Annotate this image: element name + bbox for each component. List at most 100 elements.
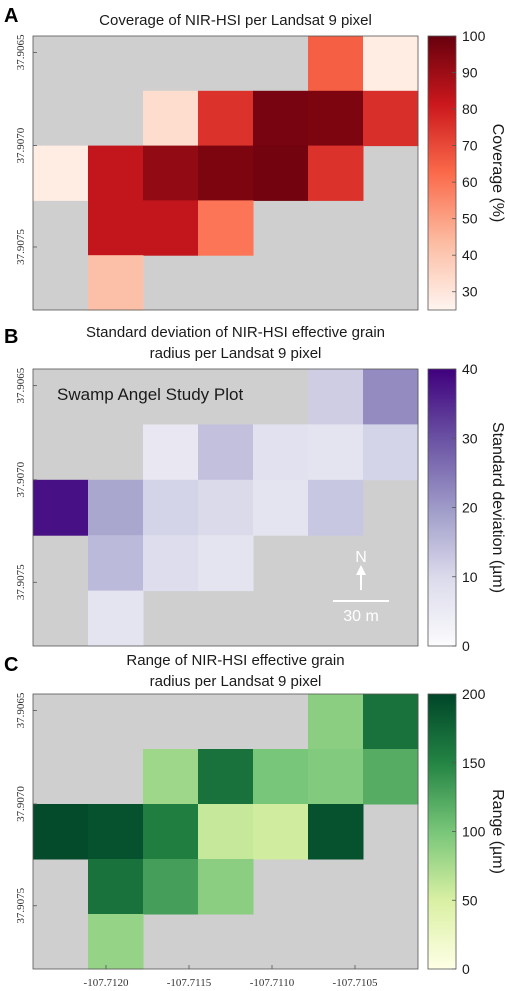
scale-label: 30 m	[343, 608, 379, 625]
heatmap-cell	[143, 90, 199, 147]
heatmap-cell	[198, 479, 254, 536]
panel-title: Coverage of NIR-HSI per Landsat 9 pixel	[99, 12, 372, 29]
y-tick-label: 37.9065	[15, 367, 27, 403]
heatmap-cell	[143, 145, 199, 201]
heatmap-cell	[253, 424, 309, 481]
heatmap-cell	[198, 535, 254, 592]
heatmap-cell	[88, 914, 144, 970]
colorbar-tick-label: 200	[462, 686, 486, 702]
heatmap-cell	[143, 749, 199, 805]
heatmap-cell	[88, 200, 144, 256]
map-frame	[32, 35, 419, 311]
map-frame	[32, 693, 419, 970]
study-plot-label: Swamp Angel Study Plot	[57, 385, 243, 404]
heatmap-cell	[88, 255, 144, 311]
heatmap-cell	[308, 145, 364, 201]
heatmap-cell	[253, 479, 309, 536]
panel-title: radius per Landsat 9 pixel	[150, 673, 322, 690]
panel-title: Standard deviation of NIR-HSI effective …	[86, 324, 385, 341]
x-tick-label: -107.7105	[333, 977, 378, 989]
colorbar-label: Coverage (%)	[489, 124, 505, 223]
north-label: N	[355, 549, 367, 566]
panel-letter: A	[4, 5, 18, 27]
y-tick-label: 37.9070	[15, 127, 27, 163]
heatmap-cell	[308, 694, 364, 750]
heatmap-cell	[143, 479, 199, 536]
colorbar-tick-label: 40	[462, 361, 478, 377]
heatmap-cell	[363, 36, 419, 92]
heatmap-cell	[33, 804, 89, 860]
colorbar	[427, 35, 457, 311]
heatmap-cell	[143, 200, 199, 256]
heatmap-cell	[308, 479, 364, 536]
x-tick-label: -107.7115	[167, 977, 212, 989]
heatmap-cell	[88, 535, 144, 592]
y-tick-label: 37.9075	[15, 887, 27, 923]
colorbar-tick-label: 30	[462, 430, 478, 446]
panel-c: C Range of NIR-HSI effective grain radius …	[4, 652, 505, 989]
panel-a: A Coverage of NIR-HSI per Landsat 9 pixel…	[4, 5, 505, 311]
heatmap-cell	[198, 424, 254, 481]
map-frame	[32, 368, 419, 647]
heatmap-cell	[143, 535, 199, 592]
heatmap-cell	[33, 145, 89, 201]
y-tick-label: 37.9070	[15, 461, 27, 497]
colorbar-label: Range (µm)	[489, 789, 505, 874]
y-tick-label: 37.9075	[15, 229, 27, 265]
heatmap-cell	[363, 749, 419, 805]
panel-letter: C	[4, 654, 18, 676]
heatmap-cell	[88, 145, 144, 201]
heatmap-cell	[143, 424, 199, 481]
heatmap-cell	[33, 479, 89, 536]
colorbar-label: Standard deviation (µm)	[489, 422, 505, 593]
colorbar-tick-label: 90	[462, 65, 478, 81]
heatmap-cell	[198, 200, 254, 256]
y-tick-label: 37.9065	[15, 692, 27, 728]
heatmap-cell	[308, 90, 364, 147]
heatmap-cell	[363, 90, 419, 147]
colorbar	[427, 368, 457, 647]
panel-title: Range of NIR-HSI effective grain	[126, 652, 344, 669]
heatmap-cell	[198, 804, 254, 860]
heatmap-cell	[198, 859, 254, 915]
heatmap-cell	[308, 804, 364, 860]
heatmap-cell	[363, 694, 419, 750]
heatmap-cell	[308, 749, 364, 805]
heatmap-cell	[88, 859, 144, 915]
colorbar-tick-label: 50	[462, 211, 478, 227]
heatmap-cell	[198, 90, 254, 147]
colorbar-tick-label: 80	[462, 101, 478, 117]
colorbar-tick-label: 10	[462, 569, 478, 585]
colorbar-tick-label: 50	[462, 892, 478, 908]
colorbar-tick-label: 40	[462, 247, 478, 263]
y-tick-label: 37.9070	[15, 786, 27, 822]
colorbar-tick-label: 150	[462, 755, 486, 771]
heatmap-cell	[143, 859, 199, 915]
x-tick-label: -107.7110	[250, 977, 295, 989]
colorbar-tick-label: 70	[462, 138, 478, 154]
colorbar-tick-label: 100	[462, 824, 486, 840]
panel-b: B Standard deviation of NIR-HSI effective…	[4, 324, 505, 654]
heatmap-cell	[253, 145, 309, 201]
heatmap-cell	[253, 90, 309, 147]
colorbar-tick-label: 60	[462, 174, 478, 190]
panel-title: radius per Landsat 9 pixel	[150, 345, 322, 362]
colorbar-tick-label: 0	[462, 961, 470, 977]
colorbar	[427, 693, 457, 970]
heatmap-cell	[88, 590, 144, 647]
colorbar-tick-label: 100	[462, 28, 486, 44]
heatmap-cell	[88, 804, 144, 860]
heatmap-cell	[308, 369, 364, 425]
heatmap-cell	[143, 804, 199, 860]
panel-letter: B	[4, 326, 18, 348]
heatmap-cell	[253, 804, 309, 860]
colorbar-tick-label: 0	[462, 638, 470, 654]
y-tick-label: 37.9075	[15, 564, 27, 600]
heatmap-cell	[198, 145, 254, 201]
heatmap-cell	[363, 424, 419, 481]
x-tick-label: -107.7120	[84, 977, 129, 989]
colorbar-tick-label: 20	[462, 500, 478, 516]
y-tick-label: 37.9065	[15, 34, 27, 70]
heatmap-cell	[88, 479, 144, 536]
